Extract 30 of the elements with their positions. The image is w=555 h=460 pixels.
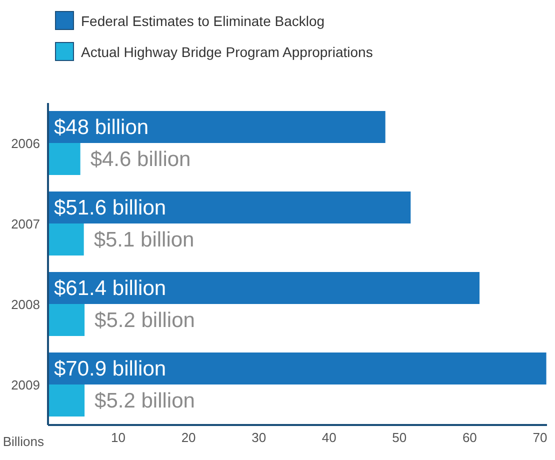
- y-tick-label: 2006: [11, 136, 40, 151]
- data-label: $48 billion: [54, 116, 149, 140]
- bar: [48, 192, 411, 224]
- data-label: $5.1 billion: [94, 228, 194, 252]
- bar: [48, 224, 84, 256]
- x-tick-label: 30: [252, 430, 266, 446]
- y-tick-label: 2009: [11, 377, 40, 392]
- x-tick-label: 60: [462, 430, 477, 446]
- x-tick-label: 40: [322, 430, 336, 446]
- bar: [48, 304, 85, 336]
- bar: [48, 384, 85, 417]
- data-label: $51.6 billion: [54, 196, 166, 220]
- bar: [48, 143, 80, 176]
- y-tick-label: 2008: [11, 296, 40, 312]
- legend-label: Actual Highway Bridge Program Appropriations: [81, 44, 373, 60]
- data-label: $4.6 billion: [90, 148, 191, 172]
- x-tick-label: 10: [111, 430, 126, 446]
- data-label: $5.2 billion: [94, 309, 195, 332]
- x-tick-label: 20: [181, 430, 196, 446]
- y-tick-label: 2007: [11, 216, 40, 232]
- x-tick-label: 50: [392, 430, 407, 446]
- data-label: $70.9 billion: [54, 358, 166, 381]
- x-tick-label: 70: [532, 430, 548, 446]
- x-axis-title: Billions: [2, 434, 44, 449]
- data-label: $61.4 billion: [54, 277, 166, 300]
- bar: [48, 352, 546, 385]
- legend-label: Federal Estimates to Eliminate Backlog: [81, 12, 325, 28]
- bar: [48, 272, 480, 304]
- bar: [48, 111, 386, 144]
- data-label: $5.2 billion: [94, 390, 195, 413]
